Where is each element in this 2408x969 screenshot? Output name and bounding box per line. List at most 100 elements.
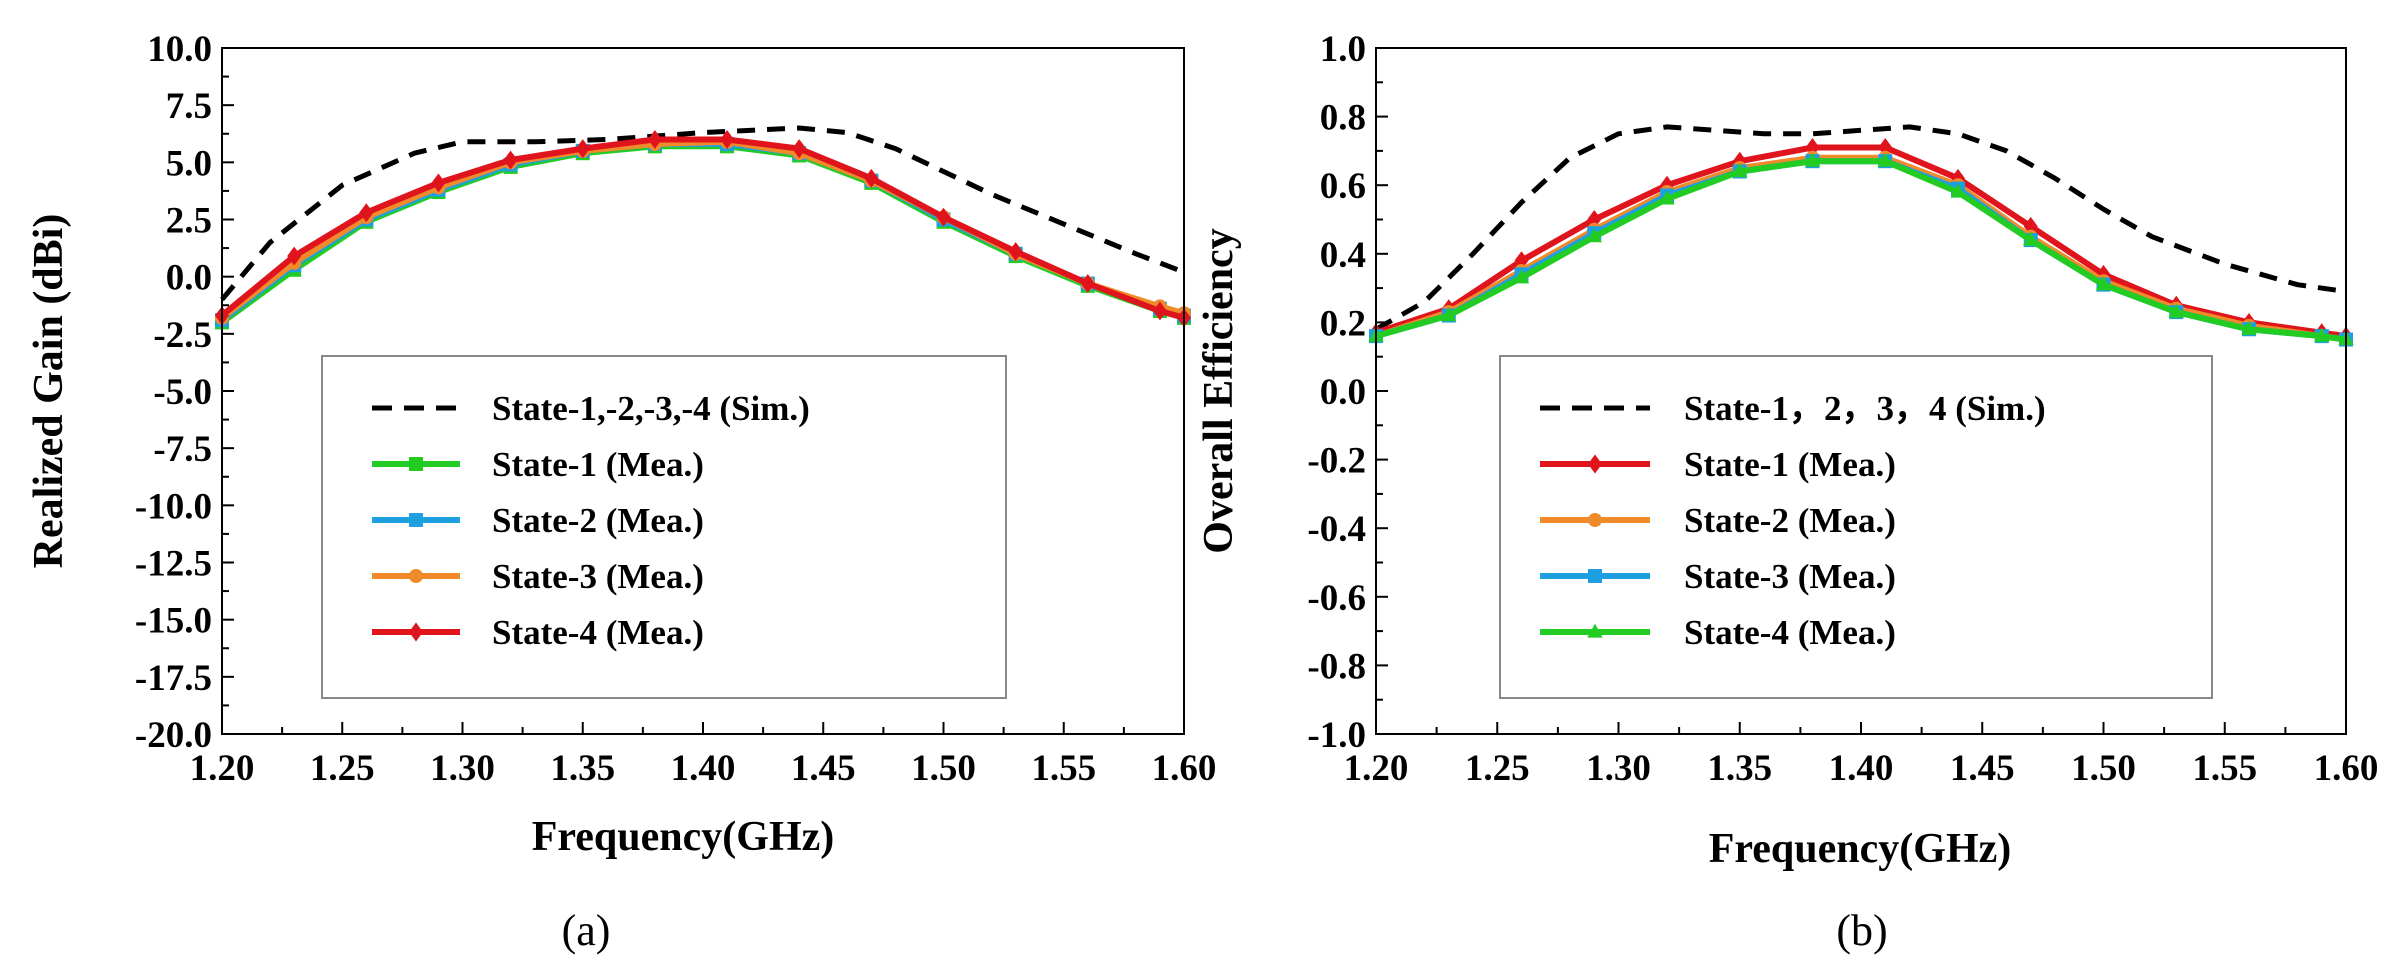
series-a-0 [220,125,1185,302]
series-line-a-3 [220,138,1185,321]
x-tick-label-a-8: 1.60 [1152,748,1217,789]
x-tick-label-a-1: 1.25 [310,748,375,789]
x-tick-label-a-4: 1.40 [671,748,736,789]
y-tick-label-a-3: 2.5 [166,201,212,242]
y-axis-label-b: Overall Efficiency [1196,228,1242,553]
tick-layer-a: 1.20 1.25 1.30 1.35 1.40 1.45 1.50 1.55 1.60 10.0… [135,29,1216,789]
x-tick-label-b-4: 1.40 [1829,748,1894,789]
series-a-3 [215,134,1191,325]
x-tick-label-b-6: 1.50 [2071,748,2136,789]
series-layer-b [1368,124,2354,347]
x-tick-label-a-5: 1.45 [791,748,856,789]
x-axis-label-a: Frequency(GHz) [532,814,835,860]
series-a-2 [215,137,1191,328]
y-tick-label-a-6: -5.0 [153,372,212,413]
legend-label-a-3: State-3 (Mea.) [492,557,704,596]
legend-label-b-3: State-3 (Mea.) [1684,557,1896,596]
data-point-a-4-2 [359,203,374,223]
y-axis-label-a: Realized Gain (dBi) [26,214,72,569]
panel-label-a: (a) [562,906,611,955]
legend-label-a-1: State-1 (Mea.) [492,445,704,484]
series-b-4 [1368,152,2354,346]
y-tick-label-b-7: -0.4 [1307,509,1366,550]
data-point-a-4-6 [647,130,662,149]
y-tick-label-b-8: -0.6 [1307,578,1366,619]
data-point-a-4-3 [431,173,446,193]
data-point-b-4-13 [2314,327,2330,342]
series-line-b-1 [1375,144,2347,340]
data-point-b-4-6 [1804,152,1821,167]
x-tick-label-a-0: 1.20 [190,748,255,789]
series-layer-a [215,125,1191,330]
y-tick-label-b-1: 0.8 [1320,98,1366,139]
data-point-a-4-11 [1008,242,1023,261]
y-tick-label-a-0: 10.0 [147,29,212,70]
y-tick-label-a-1: 7.5 [166,86,212,127]
chart-panel-b: 1.20 1.25 1.30 1.35 1.40 1.45 1.50 1.55 1.60 1.0 0… [1196,29,2378,955]
data-point-b-4-5 [1732,163,1748,178]
series-a-1 [215,139,1191,330]
y-tick-label-a-7: -7.5 [153,429,212,470]
legend-label-b-0: State-1，2，3，4 (Sim.) [1684,389,2046,428]
legend-b: State-1，2，3，4 (Sim.) State-1 (Mea.) State-… [1499,355,2213,699]
data-point-a-4-4 [503,150,518,170]
data-point-a-4-1 [287,246,302,266]
data-point-b-4-1 [1441,307,1457,322]
x-tick-label-b-2: 1.30 [1586,748,1651,789]
legend-marker-a-3 [409,569,423,583]
legend-marker-a-2 [409,513,423,527]
plot-frame-b [1375,47,2347,735]
legend-marker-a-4 [409,622,423,642]
legend-marker-b-3 [1588,569,1602,583]
y-tick-label-a-8: -10.0 [135,486,212,527]
series-line-a-0 [220,125,1185,302]
y-tick-label-a-9: -12.5 [135,544,212,585]
data-point-a-4-13 [1152,301,1167,321]
data-point-b-4-11 [2168,303,2184,318]
data-point-a-4-5 [575,139,590,159]
x-tick-label-b-3: 1.35 [1707,748,1772,789]
y-tick-label-b-9: -0.8 [1307,646,1366,687]
data-point-a-4-9 [864,168,879,188]
chart-panel-a: 1.20 1.25 1.30 1.35 1.40 1.45 1.50 1.55 1.60 10.0… [26,29,1216,955]
data-point-a-4-10 [936,207,951,227]
x-tick-label-b-1: 1.25 [1465,748,1530,789]
x-tick-label-a-7: 1.55 [1031,748,1096,789]
legend-marker-b-4 [1587,623,1603,638]
tick-layer-b: 1.20 1.25 1.30 1.35 1.40 1.45 1.50 1.55 1.60 1.0 0… [1307,29,2378,789]
legend-marker-b-2 [1588,513,1602,527]
data-point-b-1-6 [1805,138,1820,157]
legend-label-b-4: State-4 (Mea.) [1684,613,1896,652]
data-point-b-4-2 [1513,269,1530,284]
series-a-4 [215,130,1191,328]
x-axis-label-b: Frequency(GHz) [1709,826,2012,872]
data-point-b-4-9 [2023,231,2039,246]
legend-box-b [1499,355,2213,699]
legend-label-a-0: State-1,-2,-3,-4 (Sim.) [492,389,810,428]
data-point-a-4-7 [720,130,735,149]
data-point-a-4-8 [792,139,807,159]
y-tick-label-a-5: -2.5 [153,315,212,356]
data-point-b-4-7 [1877,152,1893,167]
y-tick-label-a-12: -20.0 [135,715,212,756]
legend-marker-b-1 [1588,454,1602,474]
y-tick-label-b-5: 0.0 [1320,372,1366,413]
legend-box-a [321,355,1007,699]
data-point-a-4-12 [1080,274,1095,293]
data-point-b-4-4 [1659,190,1675,205]
data-point-b-4-12 [2241,320,2257,335]
x-tick-label-b-7: 1.55 [2192,748,2257,789]
legend-label-b-1: State-1 (Mea.) [1684,445,1896,484]
x-tick-label-a-3: 1.35 [550,748,615,789]
y-tick-label-a-10: -15.0 [135,601,212,642]
y-tick-label-b-10: -1.0 [1307,715,1366,756]
y-tick-label-b-4: 0.2 [1320,303,1366,344]
series-line-a-2 [220,141,1185,323]
y-tick-label-a-4: 0.0 [166,258,212,299]
y-tick-label-b-6: -0.2 [1307,441,1366,482]
plot-frame-a [221,47,1185,735]
data-point-b-1-3 [1587,210,1602,229]
x-tick-label-b-5: 1.45 [1950,748,2015,789]
data-point-b-4-8 [1950,183,1966,198]
